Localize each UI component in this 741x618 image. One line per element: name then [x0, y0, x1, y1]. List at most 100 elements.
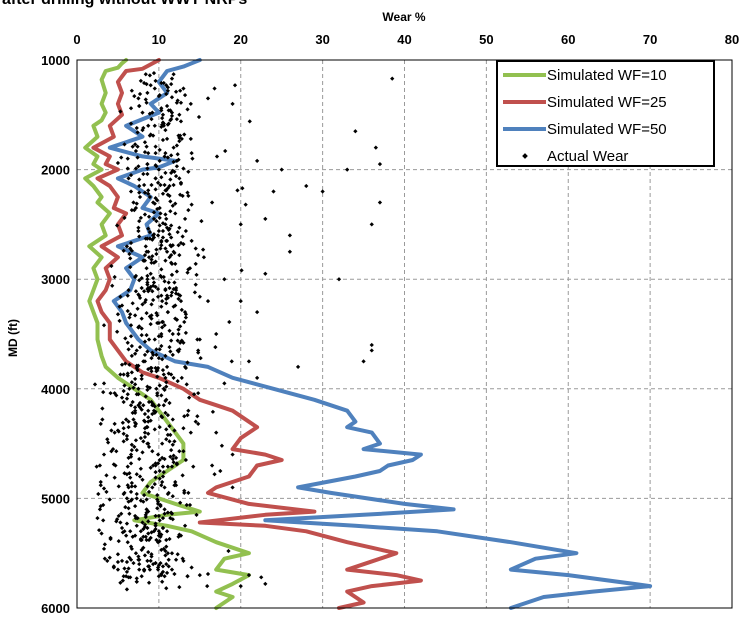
actual-wear-point-759 [142, 182, 147, 188]
actual-wear-point-537 [128, 265, 133, 270]
actual-wear-point-37 [159, 106, 164, 111]
actual-wear-point-289 [163, 410, 168, 416]
actual-wear-point-290 [188, 136, 193, 142]
actual-wear-point-791 [142, 352, 148, 357]
actual-wear-point-918 [159, 108, 164, 113]
actual-wear-point-702 [152, 337, 157, 342]
actual-wear-point-421 [163, 375, 168, 380]
actual-wear-point-473 [119, 558, 125, 563]
actual-wear-point-45 [212, 472, 217, 477]
actual-wear-point-723 [133, 503, 138, 509]
actual-wear-point-593 [129, 442, 134, 447]
actual-wear-points [92, 71, 395, 592]
actual-wear-point-797 [105, 440, 111, 445]
actual-wear-point-379 [155, 501, 161, 507]
actual-wear-point-662 [136, 96, 141, 101]
actual-wear-point-852 [145, 425, 150, 430]
actual-wear-point-649 [179, 136, 184, 142]
actual-wear-point-712 [164, 136, 170, 142]
actual-wear-point-370 [160, 115, 165, 121]
actual-wear-point-682 [155, 180, 161, 185]
actual-wear-point-364 [144, 311, 149, 316]
actual-wear-point-293 [159, 334, 164, 339]
actual-wear-point-868 [166, 557, 171, 562]
actual-wear-point-168 [138, 215, 143, 220]
actual-wear-point-588 [218, 468, 223, 474]
actual-wear-point-642 [145, 280, 150, 285]
actual-wear-point-192 [163, 212, 168, 217]
actual-wear-point-609 [99, 531, 104, 536]
actual-wear-point-765 [159, 274, 164, 280]
actual-wear-point-287 [182, 92, 188, 98]
actual-wear-point-551 [167, 423, 172, 429]
actual-wear-point-555 [121, 388, 126, 394]
actual-wear-point-601 [157, 539, 162, 544]
actual-wear-point-317 [186, 193, 191, 199]
actual-wear-point-512 [144, 266, 149, 271]
actual-wear-point-93 [147, 567, 152, 572]
actual-wear-point-643 [135, 306, 140, 311]
actual-wear-point-837 [97, 507, 103, 512]
actual-wear-point-195 [134, 448, 139, 453]
actual-wear-point-280 [140, 302, 145, 307]
actual-wear-point-135 [149, 257, 154, 262]
actual-wear-point-314 [182, 488, 187, 493]
actual-wear-point-870 [136, 392, 141, 397]
actual-wear-point-341 [160, 228, 166, 234]
actual-wear-point-584 [160, 112, 166, 117]
series-line-1 [91, 58, 423, 610]
actual-wear-point-825 [101, 518, 106, 523]
actual-wear-point-819 [159, 80, 164, 86]
actual-wear-point-36 [102, 542, 107, 547]
actual-wear-point-224 [118, 520, 123, 525]
actual-wear-point-967 [230, 485, 235, 490]
actual-wear-point-1 [205, 583, 210, 589]
actual-wear-point-785 [160, 191, 166, 196]
actual-wear-point-208 [150, 449, 155, 454]
actual-wear-point-414 [149, 316, 154, 321]
actual-wear-point-500 [188, 430, 193, 435]
actual-wear-point-711 [164, 544, 169, 549]
actual-wear-point-580 [178, 500, 183, 505]
x-tick-label-2: 20 [234, 32, 248, 47]
actual-wear-point-345 [147, 194, 152, 200]
actual-wear-point-806 [128, 189, 134, 194]
actual-wear-point-104 [156, 94, 161, 99]
actual-wear-point-318 [146, 431, 151, 436]
actual-wear-point-410 [141, 439, 146, 444]
actual-wear-point-34 [139, 285, 144, 291]
actual-wear-point-876 [142, 567, 147, 572]
actual-wear-point-417 [166, 371, 171, 376]
x-tick-label-4: 40 [397, 32, 411, 47]
actual-wear-point-773 [167, 255, 172, 260]
actual-wear-point-960 [271, 189, 276, 194]
actual-wear-point-683 [169, 567, 175, 572]
actual-wear-point-25 [123, 336, 128, 341]
y-tick-label-1: 2000 [41, 163, 70, 178]
actual-wear-point-948 [255, 158, 260, 163]
actual-wear-point-344 [185, 270, 190, 275]
actual-wear-point-467 [164, 537, 169, 543]
actual-wear-point-558 [161, 403, 166, 408]
actual-wear-point-454 [163, 188, 168, 193]
actual-wear-point-680 [128, 575, 133, 580]
actual-wear-point-292 [160, 319, 165, 325]
actual-wear-point-937 [287, 249, 292, 254]
actual-wear-point-856 [132, 94, 137, 99]
actual-wear-point-796 [139, 275, 144, 281]
actual-wear-point-152 [128, 557, 134, 562]
actual-wear-point-769 [160, 368, 166, 373]
actual-wear-point-620 [186, 490, 191, 496]
actual-wear-point-846 [143, 394, 148, 399]
actual-wear-point-602 [115, 559, 121, 565]
actual-wear-point-694 [125, 340, 130, 345]
actual-wear-point-169 [160, 516, 166, 521]
actual-wear-point-739 [139, 376, 144, 382]
actual-wear-point-485 [161, 469, 166, 475]
actual-wear-point-113 [156, 167, 161, 172]
actual-wear-point-209 [196, 114, 202, 120]
actual-wear-point-337 [153, 195, 158, 201]
actual-wear-point-469 [166, 280, 171, 285]
actual-wear-point-203 [101, 546, 107, 551]
actual-wear-point-914 [168, 349, 173, 354]
